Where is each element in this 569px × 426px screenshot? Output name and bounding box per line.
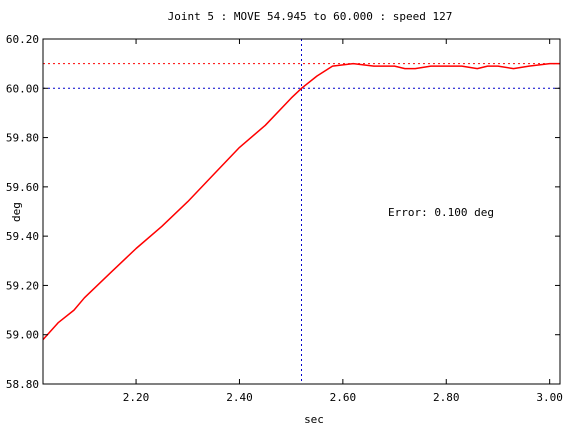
x-ticks: 2.20 2.40 2.60 2.80 3.00 (123, 39, 563, 404)
y-tick-label: 59.80 (6, 132, 39, 145)
x-tick-label: 2.60 (330, 391, 357, 404)
series-group (42, 62, 560, 341)
y-tick-label: 60.00 (6, 82, 39, 95)
y-tick-label: 59.60 (6, 181, 39, 194)
x-tick-label: 2.20 (123, 391, 150, 404)
y-axis-label: deg (10, 202, 23, 222)
y-tick-label: 59.00 (6, 329, 39, 342)
x-tick-label: 2.40 (226, 391, 253, 404)
y-tick-label: 59.40 (6, 230, 39, 243)
reference-lines (43, 39, 560, 384)
series-line-0 (42, 62, 560, 341)
chart-title: Joint 5 : MOVE 54.945 to 60.000 : speed … (168, 10, 453, 23)
error-annotation: Error: 0.100 deg (388, 206, 494, 219)
y-tick-label: 58.80 (6, 378, 39, 391)
y-tick-label: 60.20 (6, 33, 39, 46)
y-tick-label: 59.20 (6, 279, 39, 292)
x-tick-label: 2.80 (433, 391, 460, 404)
x-tick-label: 3.00 (536, 391, 563, 404)
plot-frame (42, 38, 561, 385)
y-ticks: 60.20 60.00 59.80 59.60 59.40 59.20 59.00 58.80 (6, 33, 560, 391)
x-axis-label: sec (304, 413, 324, 426)
